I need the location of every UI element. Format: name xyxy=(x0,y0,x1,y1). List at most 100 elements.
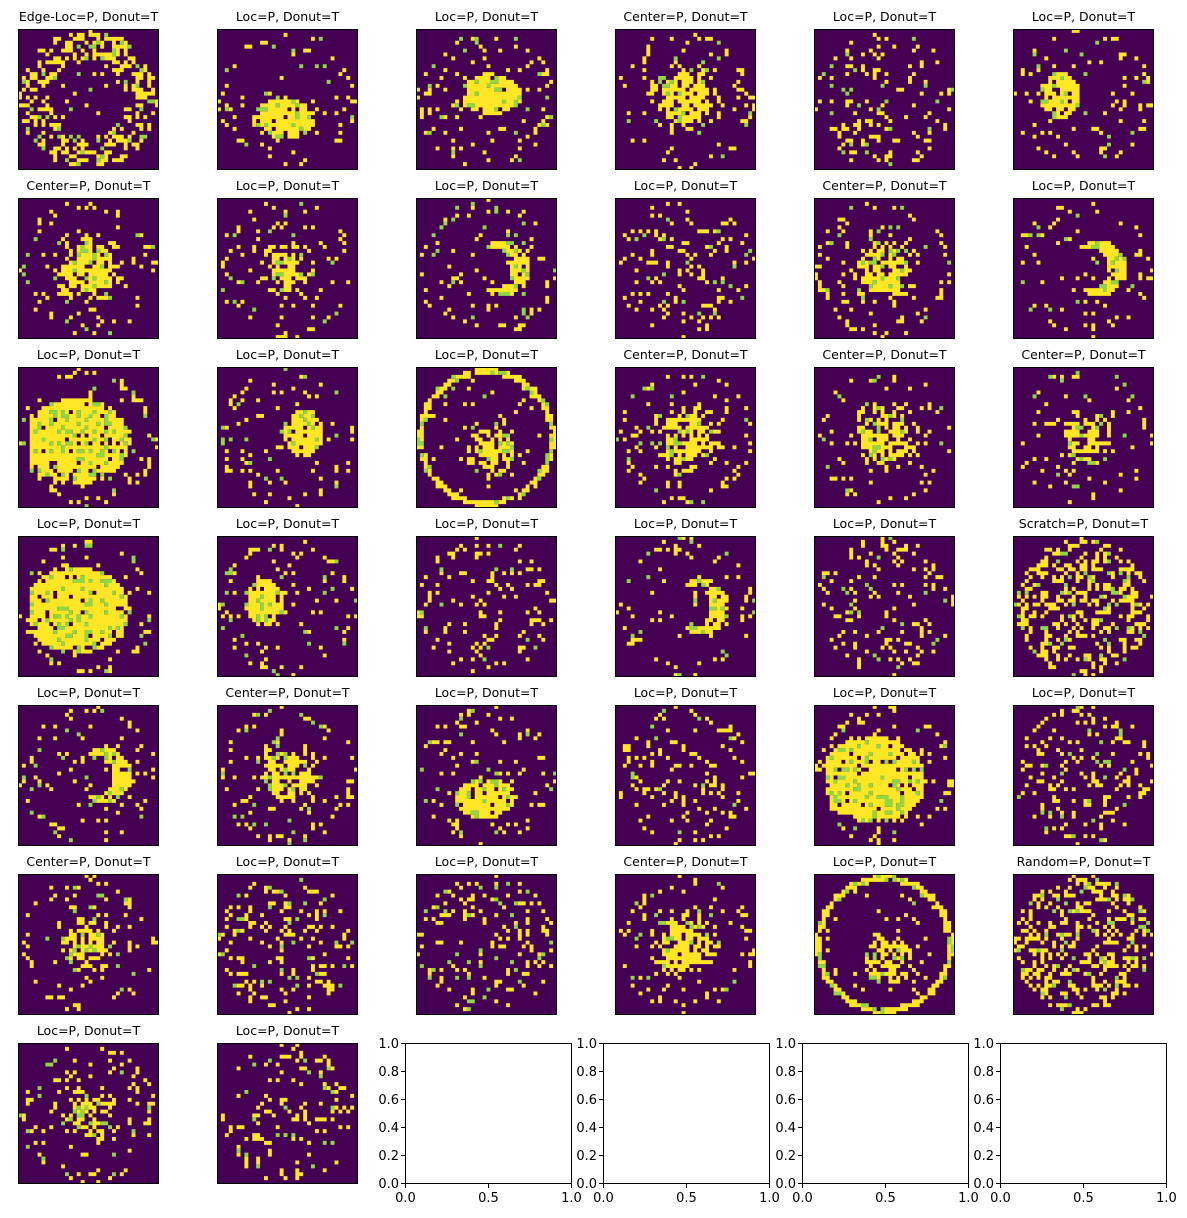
panel-title: Loc=P, Donut=T xyxy=(37,685,141,700)
panel-frame xyxy=(1013,874,1154,1015)
panel-frame xyxy=(615,367,756,508)
wafer-panel: Loc=P, Donut=T xyxy=(416,854,557,1015)
y-tick-label: 0.0 xyxy=(378,1177,399,1192)
wafer-panel: Loc=P, Donut=T xyxy=(217,516,358,677)
defect-pixels xyxy=(423,705,557,846)
panel-frame xyxy=(615,705,756,846)
defect-edge-pixels xyxy=(416,370,554,505)
y-tick-label: 0.6 xyxy=(775,1093,796,1108)
y-tick-label: 0.2 xyxy=(775,1149,796,1164)
wafer-panel: Center=P, Donut=T xyxy=(217,685,358,846)
panel-title: Center=P, Donut=T xyxy=(1021,347,1146,362)
wafer-panel: Loc=P, Donut=T xyxy=(1013,178,1154,339)
panel-frame xyxy=(1013,198,1154,339)
panel-frame xyxy=(814,874,955,1015)
wafer-map-background xyxy=(615,536,756,677)
panel-title: Center=P, Donut=T xyxy=(26,854,151,869)
wafer-panel: Loc=P, Donut=T xyxy=(217,1023,358,1184)
x-tick-label: 0.0 xyxy=(395,1191,416,1206)
wafer-map-background xyxy=(814,536,955,677)
panel-frame xyxy=(814,198,955,339)
panel-frame xyxy=(814,705,955,846)
defect-pixels xyxy=(220,201,351,339)
x-tick-label: 0.0 xyxy=(792,1191,813,1206)
panel-title: Loc=P, Donut=T xyxy=(1032,685,1136,700)
wafer-panel: Loc=P, Donut=T xyxy=(615,685,756,846)
y-tick-label: 1.0 xyxy=(576,1037,597,1052)
wafer-panel: Loc=P, Donut=T xyxy=(814,685,955,846)
defect-pixels xyxy=(217,32,358,167)
y-tick-label: 0.6 xyxy=(378,1093,399,1108)
panel-frame xyxy=(18,1043,159,1184)
panel-title: Loc=P, Donut=T xyxy=(236,347,340,362)
x-tick-label: 1.0 xyxy=(759,1191,780,1206)
wafer-panel: Loc=P, Donut=T xyxy=(416,685,557,846)
panel-title: Loc=P, Donut=T xyxy=(435,347,539,362)
panel-title: Loc=P, Donut=T xyxy=(1032,9,1136,24)
panel-frame xyxy=(1013,705,1154,846)
defect-pixels xyxy=(220,1043,355,1181)
x-tick-label: 0.0 xyxy=(593,1191,614,1206)
wafer-map-background xyxy=(1013,198,1154,339)
defect-pixels xyxy=(18,705,156,843)
defect-edge-pixels xyxy=(220,708,323,846)
panel-title: Edge-Loc=P, Donut=T xyxy=(19,9,159,24)
x-tick-label: 1.0 xyxy=(958,1191,979,1206)
panel-frame xyxy=(416,536,557,677)
panel-title: Center=P, Donut=T xyxy=(225,685,350,700)
wafer-panel: Loc=P, Donut=T xyxy=(814,516,955,677)
panel-title: Random=P, Donut=T xyxy=(1017,854,1151,869)
wafer-panel: Loc=P, Donut=T xyxy=(18,347,159,508)
defect-pixels xyxy=(618,705,756,846)
y-tick-label: 0.8 xyxy=(973,1065,994,1080)
y-tick-label: 0.4 xyxy=(775,1121,796,1136)
wafer-panel: Center=P, Donut=T xyxy=(615,9,756,170)
panel-frame xyxy=(217,198,358,339)
wafer-panel: Loc=P, Donut=T xyxy=(416,516,557,677)
defect-edge-pixels xyxy=(29,543,152,674)
y-tick-label: 0.8 xyxy=(378,1065,399,1080)
wafer-panel: Loc=P, Donut=T xyxy=(217,178,358,339)
y-tick-label: 0.6 xyxy=(576,1093,597,1108)
y-tick-label: 0.2 xyxy=(973,1149,994,1164)
defect-edge-pixels xyxy=(419,708,557,835)
panel-frame xyxy=(18,198,159,339)
wafer-panel: Loc=P, Donut=T xyxy=(18,1023,159,1184)
panel-title: Loc=P, Donut=T xyxy=(236,9,340,24)
defect-pixels xyxy=(416,874,554,1012)
panel-title: Center=P, Donut=T xyxy=(623,347,748,362)
wafer-panel: Loc=P, Donut=T xyxy=(1013,9,1154,170)
axes-frame xyxy=(1000,1043,1167,1184)
x-tick-label: 0.5 xyxy=(478,1191,499,1206)
panel-frame xyxy=(217,367,358,508)
y-tick-label: 0.4 xyxy=(973,1121,994,1136)
panel-frame xyxy=(18,705,159,846)
defect-pixels xyxy=(217,881,355,1015)
panel-title: Loc=P, Donut=T xyxy=(435,685,539,700)
wafer-panel: Loc=P, Donut=T xyxy=(814,854,955,1015)
panel-frame xyxy=(814,367,955,508)
defect-pixels xyxy=(814,32,952,163)
y-tick-label: 0.4 xyxy=(576,1121,597,1136)
panel-frame xyxy=(814,536,955,677)
defect-edge-pixels xyxy=(825,205,952,320)
axes-frame xyxy=(405,1043,572,1184)
panel-title: Loc=P, Donut=T xyxy=(634,178,738,193)
defect-pixels xyxy=(615,536,753,677)
panel-frame xyxy=(416,29,557,170)
panel-title: Loc=P, Donut=T xyxy=(833,516,937,531)
defect-edge-pixels xyxy=(825,728,948,835)
panel-frame xyxy=(18,29,159,170)
panel-frame xyxy=(217,536,358,677)
y-tick-label: 0.0 xyxy=(973,1177,994,1192)
defect-pixels xyxy=(21,1046,156,1184)
defect-pixels xyxy=(814,201,952,339)
panel-frame xyxy=(416,198,557,339)
defect-edge-pixels xyxy=(18,1058,152,1177)
y-tick-label: 1.0 xyxy=(775,1037,796,1052)
panel-frame xyxy=(1013,536,1154,677)
panel-title: Loc=P, Donut=T xyxy=(833,854,937,869)
panel-title: Center=P, Donut=T xyxy=(822,178,947,193)
defect-edge-pixels xyxy=(220,201,339,324)
panel-title: Center=P, Donut=T xyxy=(623,854,748,869)
